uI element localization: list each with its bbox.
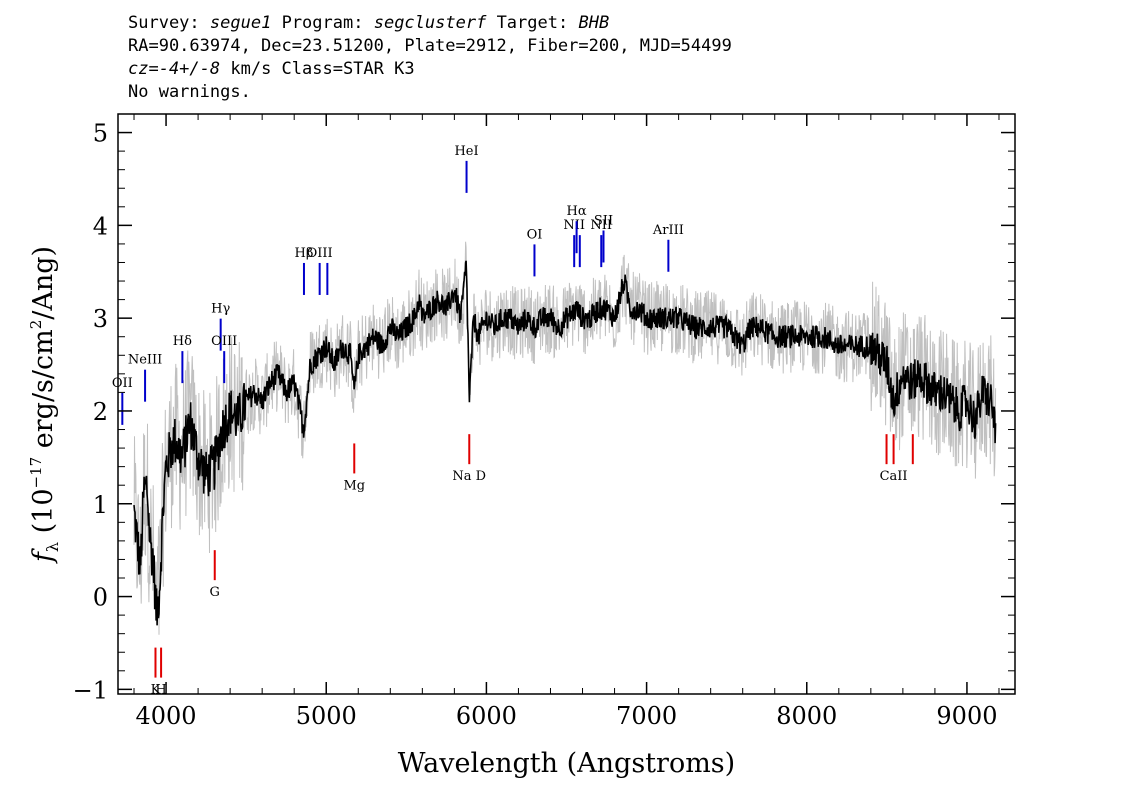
x-axis-label: Wavelength (Angstroms) (398, 748, 735, 779)
cz-value: cz=-4+/-8 (128, 59, 221, 79)
emission-line-label: NII (590, 218, 612, 233)
flux-line (133, 260, 997, 626)
emission-line-label: OII (112, 376, 133, 391)
emission-line-label: Hγ (211, 302, 230, 317)
header-line-2: RA=90.63974, Dec=23.51200, Plate=2912, F… (128, 36, 732, 56)
emission-line-label: OI (527, 227, 543, 242)
emission-line-label: NeIII (128, 353, 162, 368)
flux-series (133, 260, 997, 626)
emission-line-label: OIII (211, 334, 237, 349)
emission-line-label: Hβ (295, 246, 314, 261)
emission-line-label: HeI (454, 144, 478, 159)
absorption-line-label: K (151, 683, 161, 698)
emission-line-label: OIII (307, 246, 333, 261)
emission-line-label: ArIII (652, 223, 684, 238)
y-tick-label: −1 (73, 676, 108, 704)
spectral-line-markers: OIINeIIIHδHγOIIIHβOIIIHeIOINIIHαNIISIIAr… (112, 144, 914, 698)
error-band (133, 241, 997, 635)
x-tick-label: 5000 (296, 702, 357, 730)
y-tick-label: 5 (93, 120, 108, 148)
emission-line-label: SII (594, 213, 613, 228)
y-tick-label: 0 (93, 584, 108, 612)
x-tick-label: 4000 (136, 702, 197, 730)
absorption-line-label: H (155, 683, 166, 698)
y-tick-label: 4 (93, 212, 108, 240)
emission-line-label: Hδ (173, 334, 192, 349)
axis-ticks: 4000 5000 6000 7000 8000 9000 −1 0 1 2 3 4 5 (73, 114, 1015, 730)
header-line-4: No warnings. (128, 82, 251, 102)
target-value: BHB (578, 13, 610, 33)
plot-frame (117, 113, 1016, 695)
x-tick-label: 8000 (776, 702, 837, 730)
x-tick-label: 6000 (456, 702, 517, 730)
x-tick-label: 9000 (936, 702, 997, 730)
error-line (133, 241, 997, 635)
program-value: segclusterf (373, 13, 487, 33)
header-line-3: cz=-4+/-8 km/s Class=STAR K3 (128, 59, 415, 79)
header-line-1: Survey: segue1 Program: segclusterf Targ… (128, 13, 610, 33)
y-axis-label: fλ (10−17 erg/s/cm2/Ang) (27, 246, 62, 564)
y-tick-label: 1 (93, 491, 108, 519)
survey-value: segue1 (209, 13, 272, 33)
emission-line-label: Hα (567, 204, 587, 219)
spectrum-header: Survey: segue1 Program: segclusterf Targ… (128, 12, 732, 104)
y-tick-label: 3 (93, 305, 108, 333)
absorption-line-label: Mg (343, 478, 365, 493)
absorption-line-label: G (210, 585, 220, 600)
x-tick-label: 7000 (616, 702, 677, 730)
y-tick-label: 2 (93, 398, 108, 426)
emission-line-label: NII (563, 218, 585, 233)
absorption-line-label: Na D (452, 469, 486, 484)
absorption-line-label: CaII (880, 469, 908, 484)
